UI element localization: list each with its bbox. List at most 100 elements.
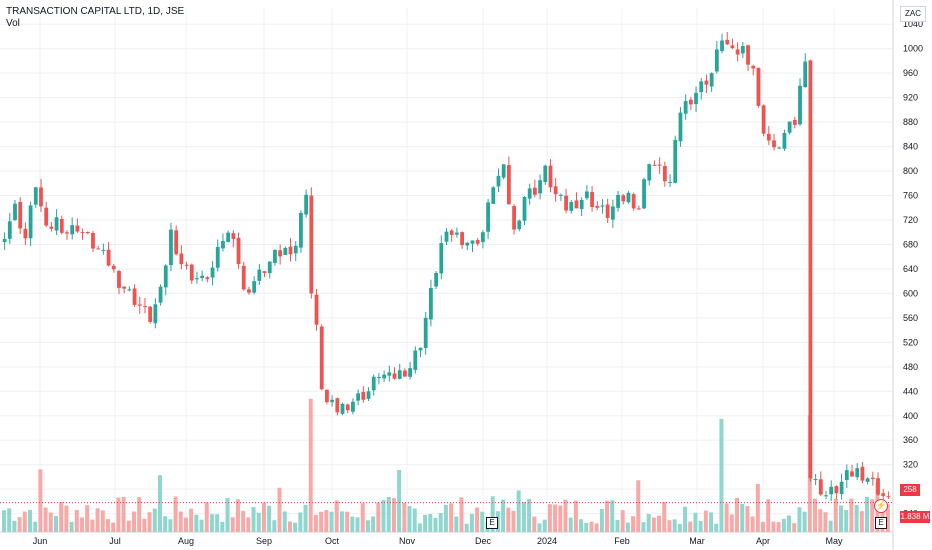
currency-badge[interactable]: ZAC [900,6,926,22]
volume-bar [298,512,303,532]
volume-bar [391,498,396,532]
candle-body [517,220,522,230]
volume-bar [209,514,214,532]
flash-icon[interactable]: ⚡ [874,499,888,513]
candle-body [673,139,678,183]
candle-body [44,207,49,226]
volume-bar [438,512,443,532]
volume-bar [719,418,724,532]
candle-body [839,481,844,495]
candle-body [241,265,246,290]
volume-bar [220,521,225,532]
volume-bar [85,505,90,532]
candle-body [491,187,496,204]
candle-body [605,204,610,218]
volume-bar [116,497,121,532]
volume-bar [724,503,729,532]
candle-body [850,471,854,477]
candle-body [299,212,303,248]
earnings-marker-icon[interactable]: E [486,517,498,529]
volume-bar [818,509,823,532]
volume-bar [542,519,547,532]
candle-body [574,200,579,209]
candle-body [75,225,80,232]
y-tick-label: 600 [903,288,918,298]
volume-bar [641,522,646,532]
candle-body [335,398,340,413]
candle-body [91,233,95,249]
candle-body [434,272,439,287]
y-tick-label: 480 [903,362,918,372]
volume-bar [844,510,849,532]
volume-bar [776,522,781,532]
candle-body [371,376,376,391]
candle-body [80,232,85,234]
candle-body [792,119,797,125]
candle-body [735,49,740,55]
x-tick-label: Jul [109,536,121,546]
volume-bar [443,504,448,532]
volume-bar [693,512,698,532]
volume-bar [620,510,625,532]
candle-body [179,253,184,265]
candle-body [829,486,834,495]
candle-body [65,232,69,234]
candle-body [766,133,771,141]
candle-body [590,192,594,208]
candle-body [818,479,823,495]
candle-body [616,194,620,208]
candle-body [387,372,392,376]
volume-bar [397,469,402,532]
candle-body [538,180,542,194]
candle-body [267,261,272,274]
volume-bar [111,522,116,532]
candle-body [579,199,584,210]
candle-body [403,370,407,377]
candle-body [746,45,750,65]
volume-bar [355,517,360,532]
volume-bar [64,505,69,532]
candle-body [127,289,132,291]
x-tick-label: Jun [33,536,48,546]
x-tick-label: Mar [689,536,705,546]
volume-bar [121,496,126,532]
candle-body [444,231,449,242]
volume-bar [771,521,776,532]
x-tick-label: Apr [756,536,770,546]
volume-bar [547,504,552,532]
volume-bar [178,511,183,532]
volume-bar [459,497,464,532]
candle-body [808,60,813,479]
x-tick-label: 2024 [537,536,557,546]
volume-bar [53,516,58,532]
candle-body [709,73,714,87]
volume-bar [194,514,199,532]
volume-bar [480,511,485,532]
candle-body [423,317,428,348]
candle-body [798,85,802,125]
candle-body [23,228,28,239]
volume-bar [2,510,6,532]
candle-body [584,191,589,199]
candle-body [85,231,90,233]
candle-body [101,249,106,251]
volume-bar [131,511,136,532]
candle-body [200,275,205,279]
volume-bar [802,511,807,532]
volume-bar [90,519,95,532]
candle-body [257,269,262,281]
volume-bar [147,512,152,532]
candle-body [39,187,43,207]
volume-bar [282,511,287,532]
candle-body [756,67,761,106]
candle-body [221,241,225,249]
volume-bar [163,516,168,532]
earnings-marker-icon[interactable]: E [875,517,887,529]
candle-body [278,250,283,257]
volume-bar [651,517,656,532]
candle-body [252,281,257,293]
volume-bar [662,501,667,532]
volume-bar [709,512,714,532]
candle-body [844,470,849,480]
